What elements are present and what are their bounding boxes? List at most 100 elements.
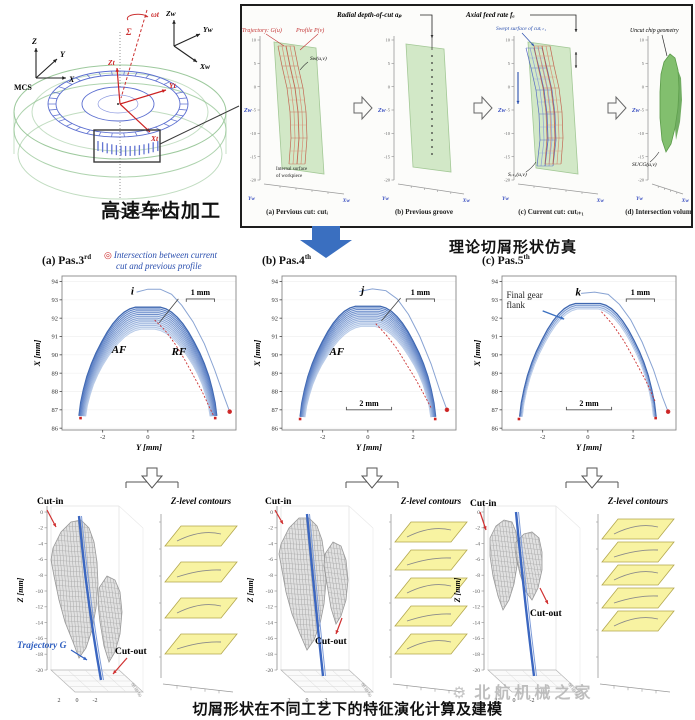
svg-text:90: 90 (272, 352, 279, 359)
svg-text:91: 91 (52, 334, 59, 341)
z-level-plane (164, 561, 238, 583)
svg-text:-15: -15 (384, 154, 391, 159)
svg-text:Yw: Yw (636, 196, 643, 202)
down-arrow-outline-icon (580, 467, 604, 489)
svg-text:-2: -2 (38, 526, 43, 532)
svg-text:87: 87 (272, 407, 279, 414)
svg-text:-2: -2 (100, 434, 105, 441)
legend-marker-icon: ◎ (104, 250, 112, 260)
svg-text:Xw: Xw (199, 62, 211, 71)
svg-text:Final gear: Final gear (507, 290, 543, 300)
svg-text:-8: -8 (38, 573, 43, 579)
z-level-plane (601, 610, 675, 632)
svg-text:-4: -4 (268, 541, 273, 547)
down-arrow-outline-icon (140, 467, 164, 489)
svg-text:-10: -10 (473, 589, 481, 595)
svg-text:X [mm]: X [mm] (472, 339, 482, 367)
svg-text:-10: -10 (266, 589, 274, 595)
svg-text:1 mm: 1 mm (631, 288, 651, 297)
contours-title: Z-level contours (170, 496, 232, 506)
svg-text:0: 0 (642, 84, 645, 89)
z-level-plane (601, 541, 675, 563)
svg-text:X [mm]: X [mm] (32, 339, 42, 367)
right-arrow-icon (473, 95, 493, 121)
svg-text:-14: -14 (473, 620, 481, 626)
svg-text:-2: -2 (320, 434, 325, 441)
svg-text:X: X (68, 75, 75, 84)
svg-text:AF: AF (328, 346, 344, 358)
z-level-plane (601, 518, 675, 540)
right-arrow-icon (607, 95, 627, 121)
z-level-plane (164, 597, 238, 619)
svg-text:93: 93 (52, 297, 59, 304)
svg-text:Xw: Xw (596, 198, 605, 204)
svg-text:-6: -6 (38, 557, 43, 563)
svg-text:-2: -2 (93, 698, 98, 704)
svg-text:Z: Z (31, 37, 37, 46)
svg-text:-20: -20 (638, 178, 645, 183)
contours-title: Z-level contours (400, 496, 462, 506)
panel-subfig-c: 10 5 0 -5 -10 -15 -20 Zw Yw Xw Swept surface of cu… (496, 25, 604, 204)
svg-text:-5: -5 (506, 108, 510, 113)
legend-line2: cut and previous profile (116, 260, 202, 271)
panel-subfig-a: 10 5 0 -5 -10 -15 -20 Zw Yw Xw Trajectory: G(u) Pro… (242, 27, 350, 204)
svg-text:(c) Current cut: cutᵢ₊₁: (c) Current cut: cutᵢ₊₁ (518, 208, 583, 216)
svg-text:0: 0 (40, 510, 43, 516)
svg-text:-6: -6 (268, 557, 273, 563)
svg-text:2: 2 (288, 698, 291, 704)
svg-text:i: i (131, 285, 135, 297)
down-arrow-icon (300, 226, 352, 258)
svg-text:10: 10 (640, 38, 645, 43)
svg-text:-2: -2 (530, 698, 535, 704)
svg-text:Yw: Yw (382, 196, 389, 202)
svg-text:Xt: Xt (150, 134, 159, 143)
svg-text:-18: -18 (266, 652, 274, 658)
svg-text:88: 88 (52, 389, 59, 396)
svg-text:-2: -2 (475, 526, 480, 532)
svg-text:0: 0 (306, 698, 309, 704)
watermark: ⚙ 北航机械之家 (452, 679, 594, 703)
cut-in-label: Cut-in (470, 499, 497, 509)
svg-text:-20: -20 (250, 178, 257, 183)
panel-subfig-b: 10 5 0 -5 -10 -15 -20 Zw Yw Xw (377, 36, 470, 204)
svg-text:Uncut chip geometry: Uncut chip geometry (630, 28, 679, 34)
svg-text:Y [mm]: Y [mm] (576, 442, 602, 452)
svg-text:ωt: ωt (151, 10, 160, 19)
svg-text:2 mm: 2 mm (359, 399, 379, 408)
svg-text:Y: Y (60, 50, 66, 59)
svg-text:0: 0 (76, 698, 79, 704)
svg-text:0: 0 (146, 434, 149, 441)
profile-plot-b: 86 87 88 89 90 91 92 93 94 -2 0 2 Y [mm] X [mm] AF j 1 m… (252, 275, 457, 452)
svg-text:-2: -2 (540, 434, 545, 441)
svg-text:-10: -10 (384, 131, 391, 136)
z-level-plane (394, 633, 468, 655)
svg-text:Zw: Zw (497, 108, 507, 114)
plot-a-legend: ◎ Intersection between current cut and pr… (104, 250, 274, 271)
svg-text:0: 0 (513, 698, 516, 704)
profile-plot-c: 86 87 88 89 90 91 92 93 94 -2 0 2 Y [mm] X [mm] k 1 mm 2… (472, 275, 677, 452)
svg-text:-12: -12 (266, 605, 274, 611)
svg-text:ωw: ωw (152, 205, 164, 214)
chip3d-group-a: 0-2-4-6-8-10-12-14-16-18-20Z [mm]2 0 -286 … (16, 496, 238, 704)
z-level-plane (394, 605, 468, 627)
cut-in-label: Cut-in (37, 497, 64, 507)
z-level-plane (601, 587, 675, 609)
svg-text:Sw(u,v): Sw(u,v) (310, 55, 327, 62)
svg-text:0: 0 (366, 434, 369, 441)
svg-text:Z [mm]: Z [mm] (246, 577, 255, 603)
svg-text:-18: -18 (473, 652, 481, 658)
simulation-panel-drawing: 10 5 0 -5 -10 -15 -20 Zw Yw Xw Trajectory: G(u) Pro… (242, 11, 695, 216)
svg-text:2 mm: 2 mm (579, 399, 599, 408)
svg-text:90: 90 (52, 352, 59, 359)
svg-text:Z [mm]: Z [mm] (453, 577, 462, 603)
svg-text:1 mm: 1 mm (191, 288, 211, 297)
svg-text:93: 93 (272, 297, 279, 304)
svg-text:0: 0 (508, 84, 511, 89)
plot-b-title-text: (b) Pas.4 (262, 254, 305, 267)
plot-c-title-text: (c) Pas.5 (482, 254, 524, 267)
bottom-caption: 切屑形状在不同工艺下的特征演化计算及建模 (192, 700, 503, 718)
svg-text:Zw: Zw (165, 9, 177, 18)
svg-text:10: 10 (386, 38, 391, 43)
row-connectors (125, 467, 619, 489)
svg-text:k: k (575, 286, 581, 298)
